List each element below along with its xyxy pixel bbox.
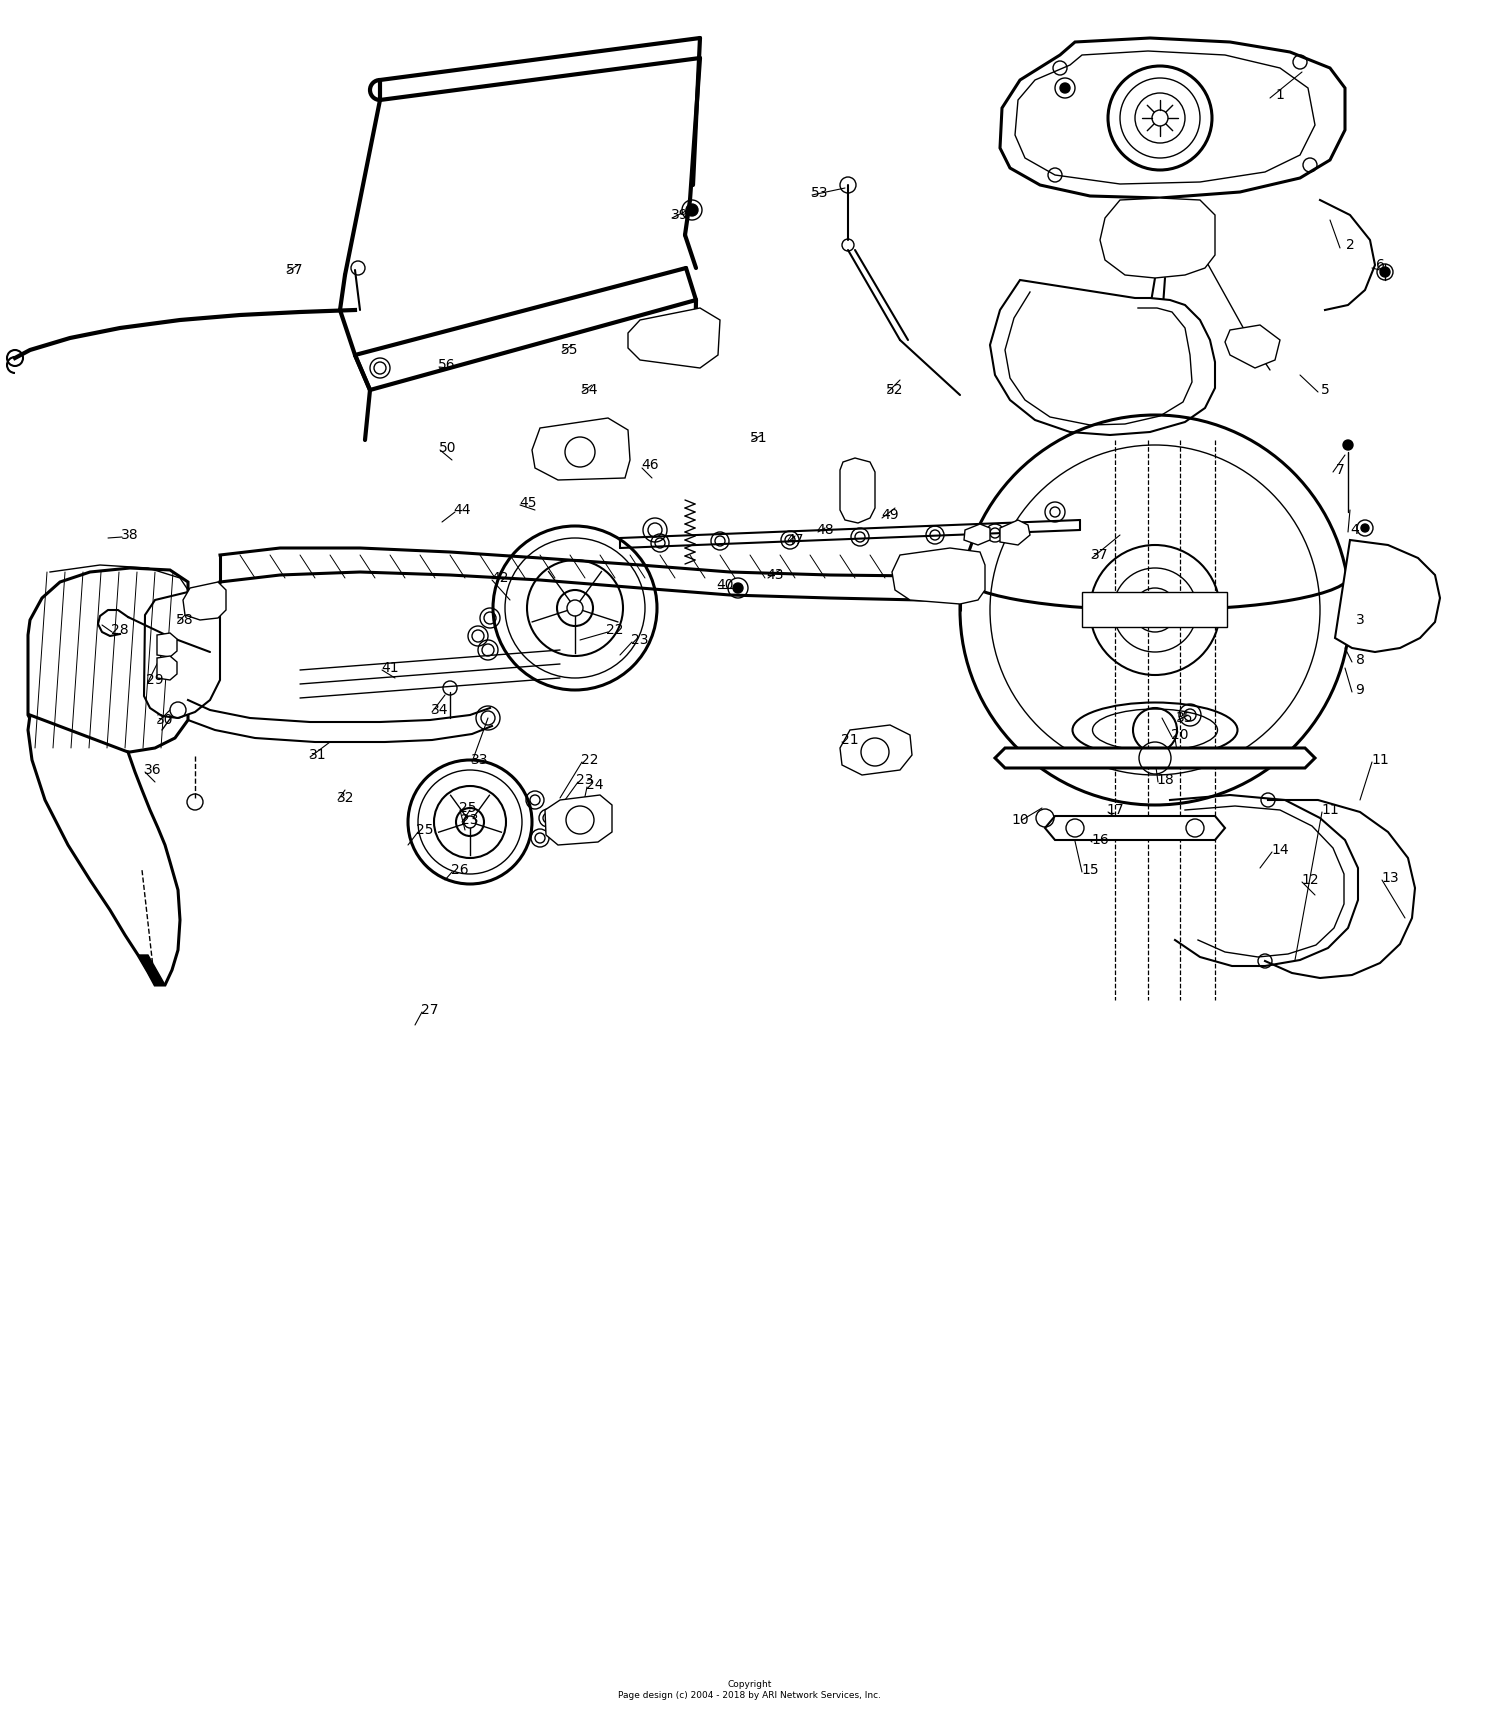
Text: 14: 14 — [1270, 843, 1288, 856]
Text: 50: 50 — [440, 440, 456, 456]
Text: 51: 51 — [750, 432, 768, 445]
Polygon shape — [1100, 199, 1215, 278]
Text: 4: 4 — [1350, 522, 1359, 536]
Polygon shape — [1016, 51, 1316, 183]
Polygon shape — [892, 548, 986, 605]
Text: 25: 25 — [416, 822, 434, 838]
Polygon shape — [628, 308, 720, 368]
Text: 11: 11 — [1322, 803, 1340, 817]
Text: 48: 48 — [816, 522, 834, 536]
Text: 46: 46 — [640, 457, 658, 473]
Text: 20: 20 — [1172, 728, 1188, 742]
Text: 57: 57 — [286, 264, 303, 278]
Text: 42: 42 — [492, 570, 508, 586]
Polygon shape — [28, 569, 188, 752]
Text: 35: 35 — [1176, 711, 1194, 725]
Circle shape — [734, 582, 742, 593]
Polygon shape — [144, 582, 220, 718]
Text: 22: 22 — [606, 624, 624, 637]
Text: 11: 11 — [1371, 754, 1389, 767]
Text: 38: 38 — [122, 528, 140, 541]
Text: LAWN•BOY: LAWN•BOY — [1130, 605, 1180, 613]
Text: 23: 23 — [632, 634, 648, 648]
Polygon shape — [1000, 38, 1346, 199]
Polygon shape — [1335, 540, 1440, 653]
Bar — [1082, 593, 1227, 627]
Text: 45: 45 — [519, 497, 537, 510]
Text: 58: 58 — [176, 613, 194, 627]
Circle shape — [1060, 82, 1070, 93]
Polygon shape — [544, 795, 612, 845]
Text: 10: 10 — [1011, 814, 1029, 827]
Text: 33: 33 — [471, 754, 489, 767]
Text: 36: 36 — [144, 762, 162, 778]
Circle shape — [1380, 267, 1390, 278]
Polygon shape — [532, 418, 630, 480]
Text: 49: 49 — [880, 509, 898, 522]
Polygon shape — [158, 634, 177, 658]
Text: 7: 7 — [1335, 463, 1344, 476]
Text: 55: 55 — [561, 343, 579, 356]
Text: 44: 44 — [453, 504, 471, 517]
Text: 28: 28 — [111, 624, 129, 637]
Polygon shape — [1046, 815, 1226, 839]
Polygon shape — [994, 749, 1316, 767]
Text: 17: 17 — [1106, 803, 1124, 817]
Text: 19: 19 — [1176, 749, 1194, 762]
Text: 54: 54 — [582, 384, 598, 397]
Text: 53: 53 — [812, 187, 828, 200]
Circle shape — [1342, 440, 1353, 451]
Text: 31: 31 — [309, 749, 327, 762]
Text: 34: 34 — [432, 702, 448, 718]
Polygon shape — [158, 656, 177, 680]
Text: 43: 43 — [766, 569, 783, 582]
Text: 22: 22 — [582, 754, 598, 767]
Polygon shape — [964, 524, 990, 545]
Text: 25: 25 — [459, 802, 477, 815]
Text: 26: 26 — [452, 863, 470, 877]
Text: 40: 40 — [717, 577, 734, 593]
Polygon shape — [183, 582, 226, 620]
Text: 12: 12 — [1300, 874, 1318, 887]
Polygon shape — [1226, 325, 1280, 368]
Text: 41: 41 — [381, 661, 399, 675]
Text: 18: 18 — [1156, 773, 1174, 786]
Text: 9: 9 — [1356, 683, 1365, 697]
Text: Copyright
Page design (c) 2004 - 2018 by ARI Network Services, Inc.: Copyright Page design (c) 2004 - 2018 by… — [618, 1680, 882, 1699]
Text: 15: 15 — [1082, 863, 1100, 877]
Text: 3: 3 — [1356, 613, 1365, 627]
Text: 6: 6 — [1376, 259, 1384, 272]
Circle shape — [1360, 524, 1370, 533]
Text: 1: 1 — [1275, 87, 1284, 103]
Text: 30: 30 — [156, 713, 174, 726]
Text: 47: 47 — [786, 533, 804, 546]
Text: 23: 23 — [576, 773, 594, 786]
Text: 2: 2 — [1346, 238, 1354, 252]
Text: 21: 21 — [842, 733, 860, 747]
Text: 39: 39 — [670, 207, 688, 223]
Text: 52: 52 — [886, 384, 903, 397]
Text: 37: 37 — [1090, 548, 1108, 562]
Text: 5: 5 — [1320, 384, 1329, 397]
Polygon shape — [138, 956, 165, 985]
Text: 29: 29 — [146, 673, 164, 687]
Polygon shape — [990, 279, 1215, 435]
Polygon shape — [1000, 521, 1030, 545]
Text: 23: 23 — [462, 814, 478, 827]
Text: 13: 13 — [1382, 870, 1400, 886]
Text: 24: 24 — [586, 778, 603, 791]
Polygon shape — [28, 714, 180, 985]
Text: 56: 56 — [438, 358, 456, 372]
Text: 27: 27 — [422, 1004, 438, 1018]
Polygon shape — [840, 725, 912, 774]
Text: 32: 32 — [338, 791, 354, 805]
Text: 8: 8 — [1356, 653, 1365, 666]
Polygon shape — [840, 457, 874, 522]
Text: 16: 16 — [1090, 833, 1108, 846]
Circle shape — [686, 204, 698, 216]
